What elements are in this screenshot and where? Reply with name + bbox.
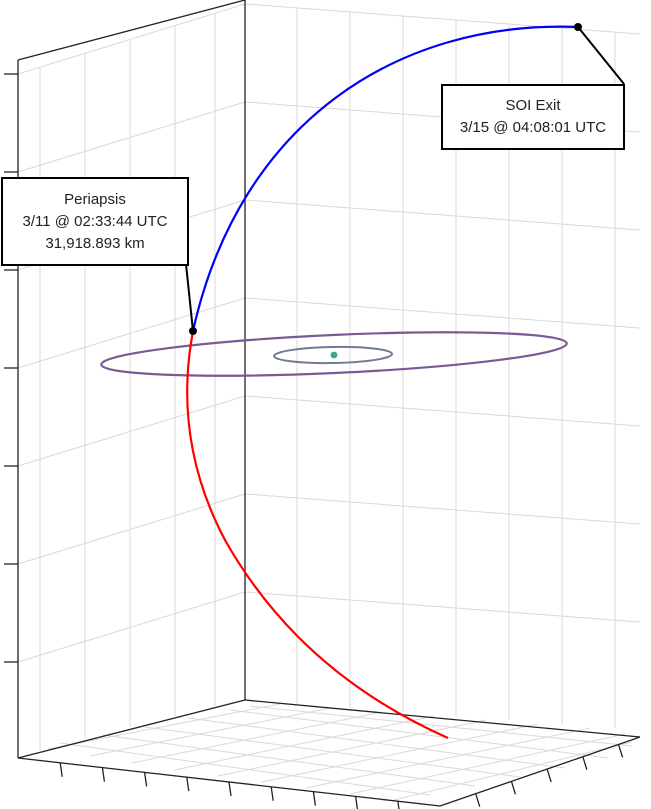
periapsis-annotation: Periapsis 3/11 @ 02:33:44 UTC 31,918.893… [1, 177, 189, 266]
axes-frame [17, 0, 641, 807]
floor-grid [47, 703, 633, 801]
x-axis-tick [397, 801, 400, 809]
x-axis-tick [270, 786, 274, 801]
outbound-trajectory [191, 25, 579, 332]
soi-exit-time: 3/15 @ 04:08:01 UTC [459, 119, 607, 136]
soi-exit-marker [574, 23, 582, 31]
y-axis-ticks [475, 744, 624, 807]
periapsis-distance: 31,918.893 km [45, 234, 145, 252]
periapsis-time: 3/11 @ 02:33:44 UTC [22, 212, 168, 230]
x-axis-tick [312, 791, 317, 806]
outer-orbit [100, 331, 568, 377]
x-axis-tick [228, 781, 232, 797]
x-axis-tick [354, 796, 359, 809]
z-axis-ticks [4, 73, 18, 663]
y-axis-tick [510, 781, 517, 795]
soi-exit-leader-line [577, 26, 625, 85]
x-axis-tick [59, 762, 63, 777]
x-axis-tick [186, 777, 190, 792]
x-axis-tick [101, 767, 106, 782]
x-axis-ticks [59, 762, 400, 809]
periapsis-marker [189, 327, 197, 335]
soi-exit-title: SOI Exit [505, 97, 561, 114]
periapsis-title: Periapsis [64, 190, 126, 208]
y-axis-tick [475, 793, 481, 807]
y-axis-tick [582, 756, 588, 770]
inner-orbit [273, 345, 393, 365]
soi-exit-annotation: SOI Exit 3/15 @ 04:08:01 UTC [441, 84, 625, 150]
y-axis-tick [546, 768, 552, 783]
y-axis-tick [617, 744, 624, 758]
back-left-wall-grid [17, 3, 246, 750]
periapsis-leader-line [185, 263, 194, 332]
x-axis-tick [143, 772, 148, 787]
central-body [330, 351, 338, 359]
inbound-trajectory [186, 330, 449, 740]
